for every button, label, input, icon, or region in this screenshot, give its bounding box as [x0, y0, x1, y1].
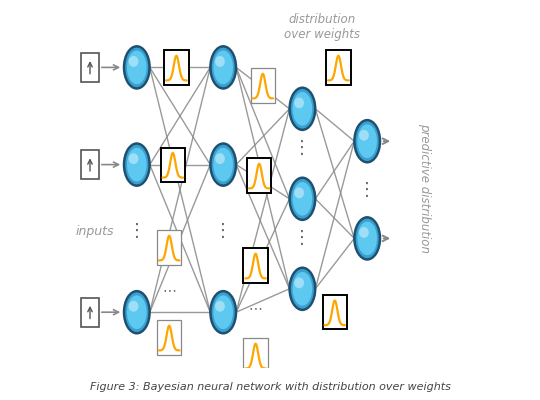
Ellipse shape	[129, 56, 138, 67]
Ellipse shape	[353, 216, 381, 261]
Bar	[81, 298, 99, 326]
Text: inputs: inputs	[76, 225, 114, 238]
Text: ⋯: ⋯	[248, 302, 262, 316]
Ellipse shape	[294, 188, 304, 198]
Text: ⋮: ⋮	[358, 181, 376, 199]
Ellipse shape	[213, 295, 233, 329]
Ellipse shape	[212, 292, 235, 332]
Ellipse shape	[359, 130, 369, 141]
Ellipse shape	[215, 56, 225, 67]
Ellipse shape	[353, 119, 381, 164]
Bar	[164, 50, 188, 84]
Bar	[251, 68, 275, 102]
Ellipse shape	[209, 142, 237, 187]
Ellipse shape	[293, 92, 312, 126]
Text: Figure 3: Bayesian neural network with distribution over weights: Figure 3: Bayesian neural network with d…	[90, 382, 450, 392]
Ellipse shape	[215, 153, 225, 164]
Ellipse shape	[357, 124, 377, 158]
Ellipse shape	[293, 182, 312, 216]
Text: ⋮: ⋮	[128, 222, 146, 240]
Bar	[244, 248, 268, 282]
Ellipse shape	[356, 121, 379, 161]
Ellipse shape	[359, 227, 369, 238]
Ellipse shape	[293, 272, 312, 306]
Bar	[322, 295, 347, 329]
Ellipse shape	[123, 45, 151, 90]
Ellipse shape	[123, 142, 151, 187]
Ellipse shape	[288, 266, 316, 311]
Ellipse shape	[127, 148, 146, 182]
Bar	[326, 50, 350, 84]
Ellipse shape	[357, 222, 377, 255]
Ellipse shape	[294, 98, 304, 108]
Ellipse shape	[129, 153, 138, 164]
Ellipse shape	[125, 292, 148, 332]
Ellipse shape	[356, 218, 379, 258]
Bar	[81, 150, 99, 179]
Bar	[81, 53, 99, 82]
Bar	[160, 148, 185, 182]
Ellipse shape	[209, 45, 237, 90]
Ellipse shape	[215, 301, 225, 312]
Ellipse shape	[129, 301, 138, 312]
Ellipse shape	[127, 295, 146, 329]
Ellipse shape	[123, 290, 151, 334]
Ellipse shape	[125, 48, 148, 87]
Ellipse shape	[288, 176, 316, 221]
Ellipse shape	[127, 50, 146, 84]
Ellipse shape	[125, 145, 148, 184]
Bar	[157, 320, 181, 354]
Ellipse shape	[212, 48, 235, 87]
Text: ⋮: ⋮	[214, 222, 232, 240]
Ellipse shape	[294, 278, 304, 288]
Text: predictive distribution: predictive distribution	[418, 123, 431, 253]
Ellipse shape	[213, 148, 233, 182]
Ellipse shape	[291, 269, 314, 309]
Bar	[157, 230, 181, 264]
Ellipse shape	[288, 86, 316, 131]
Text: distribution
over weights: distribution over weights	[284, 13, 360, 41]
Ellipse shape	[213, 50, 233, 84]
Ellipse shape	[212, 145, 235, 184]
Ellipse shape	[291, 179, 314, 218]
Text: ⋯: ⋯	[162, 284, 176, 298]
Text: ⋮: ⋮	[293, 230, 312, 247]
Ellipse shape	[209, 290, 237, 334]
Bar	[244, 338, 268, 372]
Bar	[247, 158, 272, 192]
Text: ⋮: ⋮	[293, 140, 312, 158]
Ellipse shape	[291, 89, 314, 129]
